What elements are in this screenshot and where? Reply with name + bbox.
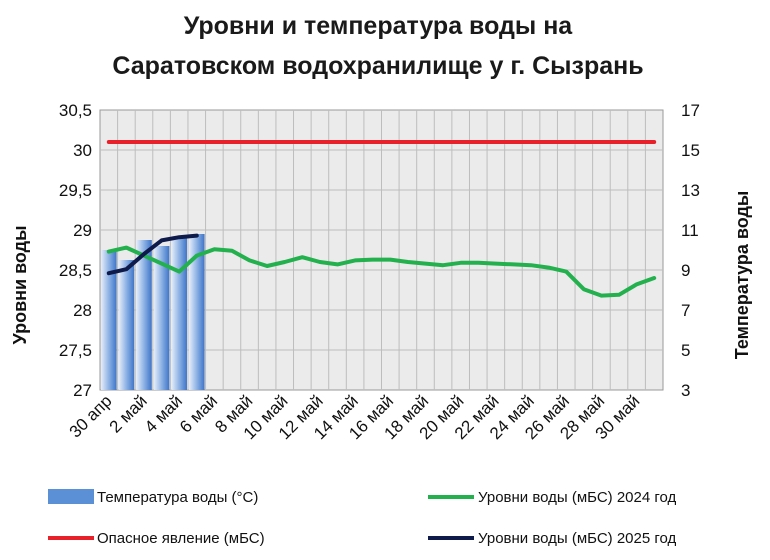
y-left-axis-title: Уровни воды — [10, 226, 30, 345]
y-left-tick-label: 30 — [73, 141, 92, 160]
legend-label-temperature: Температура воды (°С) — [97, 489, 258, 506]
chart-title-line1: Уровни и температура воды на — [184, 12, 574, 40]
temperature-bar — [153, 246, 170, 390]
series-line-0d1a4a — [106, 233, 199, 276]
legend-swatch-temperature — [48, 489, 94, 504]
y-right-tick-label: 3 — [681, 381, 690, 400]
y-right-tick-label: 11 — [681, 221, 699, 240]
x-tick-label: 2 май — [106, 391, 151, 436]
vertical-grid — [117, 110, 646, 390]
legend-label-danger: Опасное явление (мБС) — [97, 530, 265, 547]
y-left-tick-label: 30,5 — [59, 101, 92, 120]
y-left-tick-label: 28 — [73, 301, 92, 320]
y-left-tick-label: 27 — [73, 381, 92, 400]
temperature-bar — [188, 234, 205, 390]
y-right-tick-label: 5 — [681, 341, 690, 360]
y-left-tick-label: 28,5 — [59, 261, 92, 280]
y-left-tick-label: 27,5 — [59, 341, 92, 360]
y-right-tick-label: 15 — [681, 141, 700, 160]
legend-label-level-2024: Уровни воды (мБС) 2024 год — [478, 489, 677, 506]
x-tick-label: 6 май — [176, 391, 221, 436]
right-axis-ticks: 3 5 7 9 11 13 15 17 — [681, 101, 700, 400]
legend: Температура воды (°С) Уровни воды (мБС) … — [48, 489, 677, 547]
left-axis-ticks: 27 27,5 28 28,5 29 29,5 30 30,5 — [59, 101, 92, 400]
temperature-bar — [101, 250, 117, 390]
y-right-tick-label: 7 — [681, 301, 690, 320]
temperature-bar — [118, 260, 135, 390]
temperature-bars — [101, 234, 205, 390]
chart-title-line2: Саратовском водохранилище у г. Сызрань — [112, 52, 643, 80]
y-right-tick-label: 13 — [681, 181, 700, 200]
y-right-tick-label: 17 — [681, 101, 700, 120]
series-line-22b14c — [106, 245, 657, 298]
y-left-tick-label: 29 — [73, 221, 92, 240]
series-lines — [106, 140, 657, 298]
x-tick-label: 4 май — [141, 391, 186, 436]
y-right-axis-title: Температура воды — [732, 191, 752, 360]
temperature-bar — [171, 236, 187, 390]
y-right-tick-label: 9 — [681, 261, 690, 280]
y-left-tick-label: 29,5 — [59, 181, 92, 200]
legend-label-level-2025: Уровни воды (мБС) 2025 год — [478, 530, 677, 547]
temperature-bar — [136, 240, 152, 390]
